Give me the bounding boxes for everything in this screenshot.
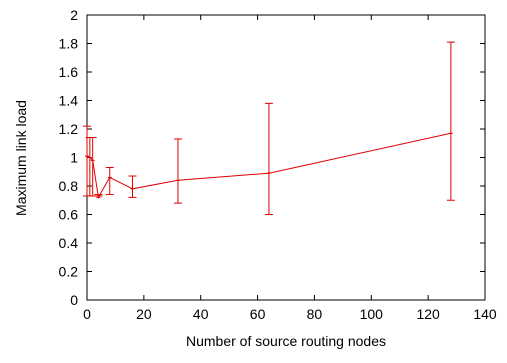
y-tick-label: 0.8 bbox=[59, 178, 79, 194]
y-tick-label: 0.4 bbox=[59, 235, 79, 251]
x-tick-label: 20 bbox=[136, 306, 152, 322]
y-tick-label: 0.6 bbox=[59, 207, 79, 223]
y-tick-label: 1.2 bbox=[59, 121, 79, 137]
x-tick-label: 120 bbox=[416, 306, 440, 322]
x-tick-label: 0 bbox=[83, 306, 91, 322]
y-tick-label: 0 bbox=[70, 292, 78, 308]
plot-frame bbox=[86, 14, 486, 301]
y-axis-label: Maximum link load bbox=[13, 100, 29, 216]
y-tick-label: 1.4 bbox=[59, 93, 79, 109]
y-tick-label: 1 bbox=[70, 150, 78, 166]
series-layer bbox=[83, 41, 455, 215]
y-tick-label: 0.2 bbox=[59, 264, 79, 280]
y-tick-label: 1.6 bbox=[59, 64, 79, 80]
x-tick-label: 100 bbox=[360, 306, 384, 322]
x-axis-label: Number of source routing nodes bbox=[186, 333, 386, 349]
x-tick-label: 80 bbox=[307, 306, 323, 322]
x-tick-label: 140 bbox=[473, 306, 497, 322]
x-tick-label: 40 bbox=[193, 306, 209, 322]
y-tick-label: 2 bbox=[70, 7, 78, 23]
ticks-layer: 0 20 40 60 80 100 120 140 0 0.2 0.4 0.6 0.8 1 1.2 1.4 1.… bbox=[59, 7, 497, 322]
x-tick-label: 60 bbox=[250, 306, 266, 322]
y-tick-label: 1.8 bbox=[59, 36, 79, 52]
